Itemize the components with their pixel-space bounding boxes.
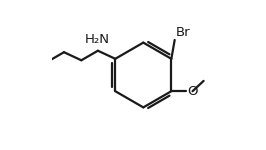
Text: Br: Br — [175, 26, 190, 39]
Text: H₂N: H₂N — [85, 33, 110, 46]
Text: O: O — [187, 85, 197, 98]
